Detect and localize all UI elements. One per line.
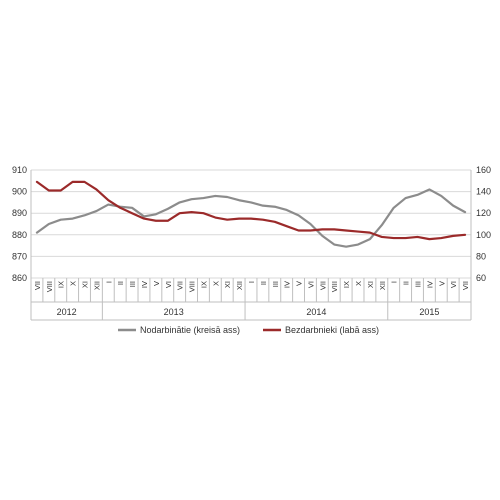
month-label: IX — [199, 281, 208, 288]
month-label: IX — [57, 281, 66, 288]
month-label: III — [128, 281, 137, 287]
month-label: III — [271, 281, 280, 287]
legend-label: Bezdarbnieki (labā ass) — [285, 325, 379, 335]
month-label: II — [116, 281, 125, 285]
left-tick-label: 860 — [12, 273, 27, 283]
month-label: XI — [223, 281, 232, 288]
year-label: 2013 — [164, 307, 184, 317]
month-label: XII — [92, 281, 101, 290]
month-label: IV — [140, 281, 149, 288]
month-label: V — [295, 281, 304, 286]
month-label: VIII — [188, 281, 197, 292]
left-axis-ticks: 860 870 880 890 900 910 — [12, 165, 27, 283]
month-label: VII — [176, 281, 185, 290]
legend-label: Nodarbinātie (kreisā ass) — [140, 325, 240, 335]
right-tick-label: 80 — [476, 251, 486, 261]
right-tick-label: 160 — [476, 165, 491, 175]
right-axis-ticks: 60 80 100 120 140 160 — [476, 165, 491, 283]
right-tick-label: 60 — [476, 273, 486, 283]
left-tick-label: 870 — [12, 251, 27, 261]
month-label: VII — [461, 281, 470, 290]
month-label: I — [104, 281, 113, 283]
month-label: VII — [33, 281, 42, 290]
left-tick-label: 880 — [12, 230, 27, 240]
month-label: VI — [164, 281, 173, 288]
month-label: XI — [366, 281, 375, 288]
month-label: XI — [81, 281, 90, 288]
right-tick-label: 140 — [476, 187, 491, 197]
left-tick-label: 890 — [12, 208, 27, 218]
series-line-unemployed — [35, 180, 467, 241]
month-label: VIII — [45, 281, 54, 292]
left-tick-label: 900 — [12, 187, 27, 197]
month-label: X — [211, 281, 220, 286]
month-label: VII — [318, 281, 327, 290]
month-label: I — [247, 281, 256, 283]
month-label: VI — [449, 281, 458, 288]
axes — [30, 170, 472, 321]
year-label: 2012 — [57, 307, 77, 317]
month-label: X — [69, 281, 78, 286]
gridlines — [31, 169, 471, 279]
series-line-employed — [35, 188, 467, 248]
x-axis-year-labels: 2012 2013 2014 2015 — [57, 307, 440, 317]
month-label: XII — [235, 281, 244, 290]
month-label: II — [259, 281, 268, 285]
month-label: V — [152, 281, 161, 286]
year-label: 2015 — [419, 307, 439, 317]
month-label: IV — [283, 281, 292, 288]
month-label: XII — [378, 281, 387, 290]
right-tick-label: 120 — [476, 208, 491, 218]
month-label: II — [402, 281, 411, 285]
month-label: IX — [342, 281, 351, 288]
month-label: V — [437, 281, 446, 286]
x-axis-month-ticks: VII VIII IX X XI XII I II III IV V VI VII VIII IX X XI XI… — [33, 281, 470, 292]
left-tick-label: 910 — [12, 165, 27, 175]
month-label: III — [413, 281, 422, 287]
month-label: VI — [306, 281, 315, 288]
legend: Nodarbinātie (kreisā ass) Bezdarbnieki (l… — [118, 325, 379, 335]
month-label: IV — [425, 281, 434, 288]
month-label: I — [390, 281, 399, 283]
series-layer — [35, 180, 467, 248]
year-label: 2014 — [306, 307, 326, 317]
month-label: X — [354, 281, 363, 286]
month-label: VIII — [330, 281, 339, 292]
right-tick-label: 100 — [476, 230, 491, 240]
